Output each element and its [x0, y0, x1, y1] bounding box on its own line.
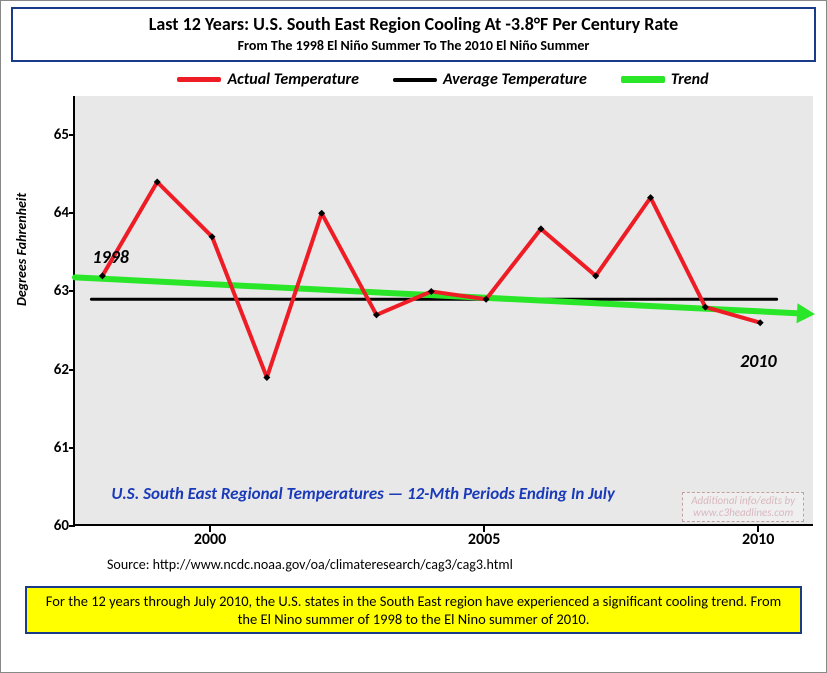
legend-item-actual: Actual Temperature — [177, 70, 359, 89]
y-tick-label: 60 — [37, 517, 69, 535]
legend-item-trend: Trend — [621, 70, 709, 89]
title-sub: From The 1998 El Niño Summer To The 2010… — [21, 37, 806, 54]
year-annotation: 1998 — [92, 246, 129, 268]
legend-item-average: Average Temperature — [393, 70, 587, 89]
legend-label-average: Average Temperature — [443, 70, 587, 89]
year-annotation: 2010 — [740, 350, 777, 372]
legend-label-trend: Trend — [671, 70, 709, 89]
plot-region — [73, 96, 813, 526]
x-tick-label: 2010 — [742, 530, 774, 549]
title-box: Last 12 Years: U.S. South East Region Co… — [11, 7, 816, 62]
footer-box: For the 12 years through July 2010, the … — [25, 586, 802, 634]
y-tick-label: 64 — [37, 204, 69, 222]
y-tick-label: 63 — [37, 282, 69, 300]
legend: Actual Temperature Average Temperature T… — [73, 66, 813, 89]
x-tick-label: 2000 — [194, 530, 226, 549]
x-tick-label: 2005 — [468, 530, 500, 549]
y-tick-mark — [69, 212, 75, 214]
x-tick-mark — [209, 526, 211, 532]
plot-svg — [75, 96, 815, 526]
legend-swatch-average — [393, 78, 437, 82]
legend-swatch-trend — [621, 76, 665, 83]
y-tick-mark — [69, 369, 75, 371]
legend-label-actual: Actual Temperature — [227, 70, 359, 89]
y-tick-mark — [69, 134, 75, 136]
title-main: Last 12 Years: U.S. South East Region Co… — [21, 13, 806, 35]
x-tick-mark — [483, 526, 485, 532]
legend-swatch-actual — [177, 77, 221, 82]
watermark-line2: www.c3headlines.com — [691, 507, 795, 519]
y-tick-label: 61 — [37, 439, 69, 457]
y-tick-mark — [69, 525, 75, 527]
source-text: Source: http://www.ncdc.noaa.gov/oa/clim… — [107, 556, 513, 573]
y-tick-mark — [69, 447, 75, 449]
y-tick-mark — [69, 290, 75, 292]
watermark: Additional info/edits by www.c3headlines… — [682, 492, 804, 522]
x-tick-mark — [757, 526, 759, 532]
y-tick-label: 62 — [37, 361, 69, 379]
region-label: U.S. South East Regional Temperatures — … — [111, 483, 615, 504]
y-axis-label: Degrees Fahrenheit — [13, 193, 30, 306]
chart-area: Degrees Fahrenheit Actual Temperature Av… — [11, 66, 816, 586]
y-tick-label: 65 — [37, 126, 69, 144]
